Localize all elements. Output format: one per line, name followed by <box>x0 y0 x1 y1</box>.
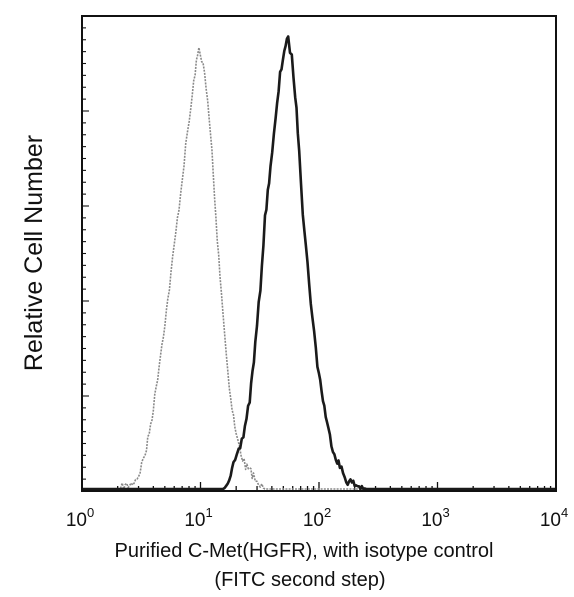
x-tick-label: 101 <box>184 505 212 531</box>
x-tick-label: 103 <box>421 505 449 531</box>
x-tick-label: 102 <box>303 505 331 531</box>
plot-frame <box>81 15 557 492</box>
y-axis-title: Relative Cell Number <box>20 135 48 371</box>
isotype-control-curve <box>82 46 556 490</box>
c-met-curve <box>82 35 556 491</box>
x-tick-label: 100 <box>66 505 94 531</box>
x-tick-label: 104 <box>540 505 568 531</box>
series-layer <box>82 35 556 491</box>
x-axis-title: Purified C-Met(HGFR), with isotype contr… <box>115 540 494 562</box>
x-axis-title-line2: (FITC second step) <box>214 569 385 591</box>
x-axis-tick-labels: 100 101 102 103 104 <box>66 505 568 531</box>
